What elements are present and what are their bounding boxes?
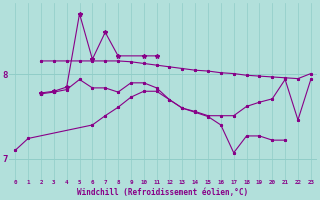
X-axis label: Windchill (Refroidissement éolien,°C): Windchill (Refroidissement éolien,°C) bbox=[77, 188, 249, 197]
